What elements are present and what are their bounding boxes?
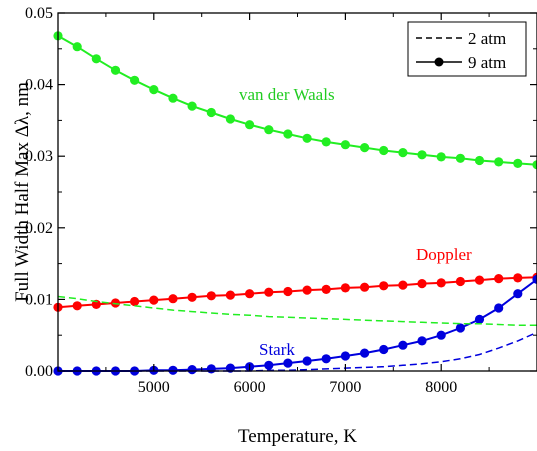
stark-9-atm-point (474, 314, 485, 324)
x-tick-label: 7000 (329, 379, 361, 396)
y-tick-label: 0.02 (25, 220, 53, 237)
van-der-waals-9-atm-point (149, 85, 159, 95)
doppler-9-atm-point (187, 292, 197, 302)
legend-marker (434, 57, 444, 67)
van-der-waals-9-atm-point (494, 157, 504, 167)
van-der-waals-9-atm-point (379, 145, 389, 156)
y-tick-label: 0.01 (25, 291, 53, 308)
doppler-9-atm-point (149, 295, 159, 305)
doppler-9-atm-point (474, 275, 485, 285)
doppler-9-atm-line (57, 276, 537, 309)
doppler-9-atm-point (513, 273, 523, 283)
doppler-9-atm-point (130, 296, 140, 307)
doppler-9-atm-point (436, 278, 446, 288)
doppler-9-atm-point (455, 276, 465, 287)
y-axis-label: Full Width Half Max Δλ, nm (12, 82, 33, 302)
doppler-annotation: Doppler (416, 245, 472, 264)
stark-9-atm-point (360, 348, 370, 358)
van-der-waals-9-atm-point (436, 152, 446, 162)
van-der-waals-9-atm-point (455, 153, 465, 163)
y-tick-label: 0.04 (25, 77, 53, 94)
van-der-waals-9-atm-point (340, 140, 350, 150)
van-der-waals-9-atm-point (91, 54, 101, 64)
stark-9-atm-point (379, 344, 389, 355)
doppler-9-atm-point (225, 290, 235, 300)
doppler-9-atm-point (494, 274, 504, 284)
doppler-9-atm-point (379, 281, 389, 291)
stark-9-atm-point (187, 365, 197, 375)
stark-9-atm-point (283, 358, 293, 368)
legend: 2 atm 9 atm (407, 21, 527, 77)
van-der-waals-9-atm-point (474, 155, 485, 166)
van-der-waals-9-atm-point (360, 143, 370, 153)
x-tick-label: 8000 (425, 379, 457, 396)
stark-9-atm-point (436, 330, 446, 340)
stark-9-atm-point (264, 360, 274, 370)
van-der-waals-9-atm-point (302, 133, 312, 143)
doppler-9-atm-point (168, 294, 178, 304)
ticks-layer: 5000 6000 7000 8000 0.00 0.01 0.02 0.03 0.04 0.05 (25, 5, 537, 396)
van-der-waals-9-atm-point (110, 65, 121, 75)
doppler-9-atm-point (91, 299, 101, 309)
legend-label-2-atm: 2 atm (468, 29, 506, 48)
doppler-9-atm-point (245, 289, 255, 299)
van-der-waals-9-atm-point (417, 150, 427, 160)
van-der-waals-2-atm-line (57, 295, 537, 326)
series-layer (53, 31, 537, 376)
van-der-waals-annotation: van der Waals (239, 85, 335, 104)
stark-9-atm-point (302, 356, 312, 366)
van-der-waals-9-atm-point (168, 93, 178, 103)
van-der-waals-9-atm-point (283, 129, 293, 139)
van-der-waals-9-atm-point (321, 137, 331, 147)
x-axis-label: Temperature, K (238, 426, 357, 447)
doppler-9-atm-point (360, 282, 370, 292)
van-der-waals-9-atm-point (187, 101, 197, 111)
van-der-waals-9-atm-point (245, 120, 255, 130)
stark-2-atm-line (58, 331, 537, 372)
van-der-waals-9-atm-point (532, 160, 537, 170)
stark-9-atm-point (206, 364, 216, 374)
stark-9-atm-point (321, 354, 331, 364)
doppler-9-atm-point (417, 279, 427, 289)
stark-9-atm-point (398, 340, 408, 350)
doppler-9-atm-point (72, 301, 82, 311)
doppler-9-atm-point (283, 286, 293, 297)
van-der-waals-9-atm-point (72, 42, 82, 52)
van-der-waals-9-atm-point (398, 148, 408, 158)
doppler-9-atm-point (264, 287, 274, 297)
doppler-9-atm-point (206, 291, 216, 301)
van-der-waals-9-atm-point (264, 125, 274, 135)
van-der-waals-9-atm-point (513, 158, 523, 168)
van-der-waals-9-atm-point (225, 114, 235, 124)
legend-box (407, 21, 527, 77)
van-der-waals-9-atm-point (130, 75, 140, 85)
stark-9-atm-point (494, 303, 504, 313)
doppler-9-atm-point (302, 285, 312, 295)
y-tick-label: 0.03 (25, 148, 53, 165)
doppler-9-atm-point (321, 284, 331, 294)
stark-9-atm-point (513, 289, 523, 299)
stark-9-atm-point (532, 274, 537, 284)
y-tick-label: 0.05 (25, 5, 53, 22)
doppler-9-atm-point (398, 280, 408, 290)
stark-9-atm-point (455, 323, 465, 333)
van-der-waals-9-atm-point (206, 107, 216, 118)
stark-annotation: Stark (259, 340, 295, 359)
doppler-9-atm-point (340, 283, 350, 293)
stark-9-atm-point (417, 336, 427, 346)
y-tick-label: 0.00 (25, 363, 53, 380)
x-tick-label: 5000 (138, 379, 170, 396)
x-tick-label: 6000 (234, 379, 266, 396)
stark-9-atm-point (340, 351, 350, 361)
legend-label-9-atm: 9 atm (468, 53, 506, 72)
